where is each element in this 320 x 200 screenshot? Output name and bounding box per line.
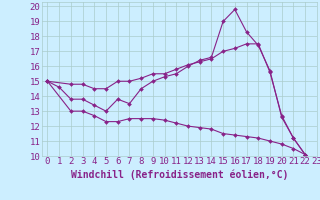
X-axis label: Windchill (Refroidissement éolien,°C): Windchill (Refroidissement éolien,°C): [70, 169, 288, 180]
